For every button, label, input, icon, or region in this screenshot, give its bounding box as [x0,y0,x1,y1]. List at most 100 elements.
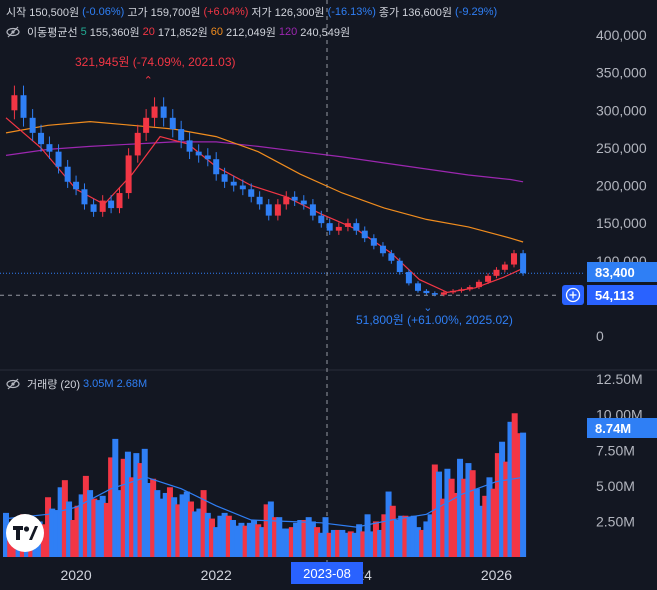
volume-bar [297,520,304,557]
volume-bar [314,527,321,557]
volume-bar [322,517,329,557]
volume-bar [377,529,384,557]
plus-circle-icon [565,287,581,303]
current-price-label: 83,400 [587,262,657,282]
volume-bar [305,517,312,557]
volume-bar [166,487,173,557]
close-change: (-9.29%) [455,6,498,18]
candle-down [160,106,167,118]
volume-bar [330,529,337,557]
volume-bar [129,477,136,557]
candle-up [11,95,18,111]
volume-bar [389,505,396,557]
candle-down [326,223,333,231]
volume-legend-value1: 3.05M [82,378,114,390]
candle-up [274,204,281,216]
volume-bar [293,522,300,557]
candle-down [38,132,45,145]
candle-up [466,287,473,290]
volume-bar [225,515,232,557]
ma20-period: 20 [142,26,155,38]
volume-bar [103,502,110,557]
candle-down [291,196,298,201]
volume-bar [242,525,249,557]
open-label: 시작 [6,7,27,19]
volume-bar [414,527,421,557]
volume-bar [251,520,258,557]
candle-down [221,174,228,182]
price-axis-tick-label: 200,000 [596,178,647,194]
volume-bar [196,508,203,557]
candle-up [485,275,492,282]
volume-bar [318,532,325,557]
high-change: (+6.04%) [203,6,249,18]
volume-bar [91,498,98,557]
volume-bar [70,520,77,557]
volume-bar [145,483,152,557]
volume-bar [74,505,81,557]
volume-bar [419,529,426,557]
ma5-period: 5 [80,26,87,38]
candle-down [195,151,202,156]
volume-bar [200,490,207,557]
volume-bar [150,478,157,557]
volume-bar [280,528,287,557]
candle-down [423,290,430,294]
candle-down [353,223,360,231]
volume-bar [259,527,266,557]
volume-bar [171,497,178,557]
volume-bar [120,458,127,557]
eye-slash-icon[interactable] [6,26,20,38]
candle-down [405,272,412,284]
candle-up [475,281,482,288]
ma5-value: 155,360원 [89,27,140,39]
high-annotation: 321,945원 (-74.09%, 2021.03) [75,55,235,69]
volume-bar [288,527,295,557]
volume-bar [234,525,241,557]
volume-bar [515,433,522,557]
candle-down [73,181,80,190]
volume-bar [267,501,274,557]
high-value: 159,700원 [150,7,201,19]
current-volume-label: 8.74M [587,418,657,438]
volume-bar [335,529,342,557]
candle-down [20,95,27,118]
volume-bar [465,463,472,557]
candle-up [501,264,508,270]
candle-down [396,260,403,273]
volume-bar [461,478,468,557]
add-alert-button[interactable] [562,285,584,305]
volume-bar [137,463,144,557]
candle-up [151,106,158,118]
candle-up [99,200,106,212]
volume-bar [440,498,447,557]
volume-bar [473,488,480,557]
volume-bar [511,413,518,557]
volume-bar [162,492,169,557]
tradingview-logo[interactable] [6,514,44,552]
volume-bar [448,478,455,557]
candle-down [248,189,255,197]
volume-bar [276,517,283,557]
volume-bar [427,514,434,557]
candle-down [431,293,438,295]
volume-bar [238,522,245,557]
crosshair-price-label: 54,113 [587,285,657,305]
candle-down [309,204,316,216]
eye-slash-icon[interactable] [6,378,20,390]
volume-axis-tick-label: 5.00M [596,478,635,494]
candle-down [370,238,377,246]
candle-up [344,223,351,227]
volume-bar [351,532,358,557]
volume-bar [87,490,94,557]
volume-bar [478,505,485,557]
volume-bar [192,511,199,557]
candle-up [283,196,290,205]
volume-bar [469,470,476,557]
open-change: (-0.06%) [82,6,125,18]
volume-bar [444,468,451,557]
candle-down [55,151,62,167]
ma120-line [5,141,524,183]
